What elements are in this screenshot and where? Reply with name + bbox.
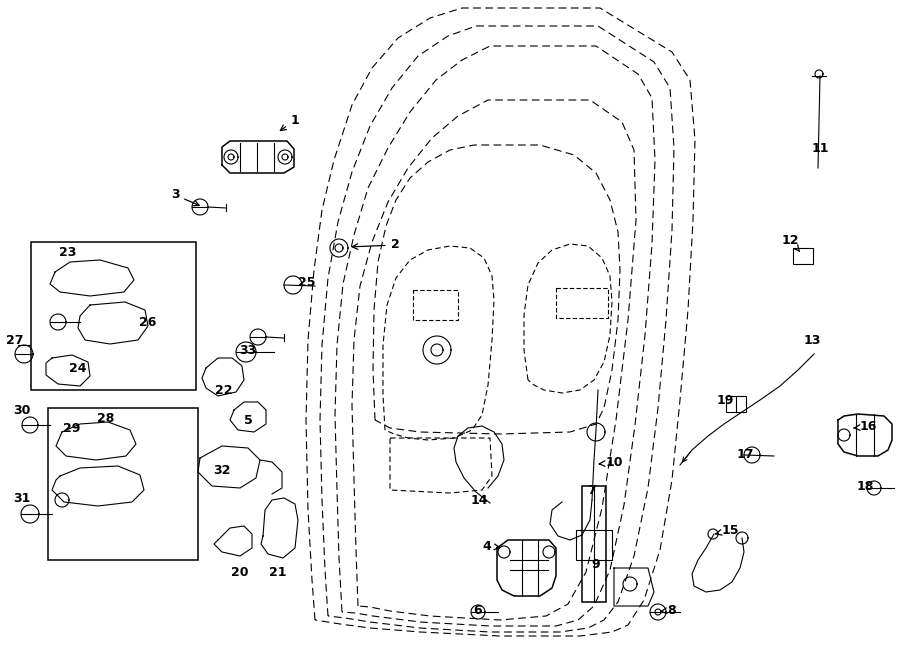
Text: 8: 8 [662,603,676,617]
Text: 10: 10 [599,457,623,469]
Text: 11: 11 [811,141,829,155]
Text: 29: 29 [63,422,81,434]
Text: 6: 6 [473,603,482,617]
Bar [793,248,813,264]
Text: 25: 25 [298,276,316,290]
Text: 26: 26 [140,315,157,329]
Text: 19: 19 [716,393,734,407]
Text: 21: 21 [269,566,287,578]
Text: 14: 14 [470,494,488,506]
Text: 9: 9 [591,559,600,572]
Text: 3: 3 [171,188,199,206]
Text: 13: 13 [804,334,821,346]
Text: 16: 16 [854,420,877,434]
Bar [48,408,198,560]
Bar [726,396,746,412]
Text: 24: 24 [69,362,86,375]
Text: 31: 31 [14,492,31,504]
Text: 4: 4 [482,539,500,553]
Text: 12: 12 [781,233,799,251]
Bar [576,530,612,560]
Text: 32: 32 [213,463,230,477]
Text: 1: 1 [281,114,300,131]
Text: 33: 33 [239,344,256,356]
Bar [582,486,606,602]
Text: 2: 2 [352,239,400,251]
Text: 20: 20 [231,566,248,578]
Text: 7: 7 [588,483,597,496]
Text: 22: 22 [215,383,233,397]
Text: 5: 5 [244,414,252,426]
Text: 28: 28 [97,412,114,424]
Text: 17: 17 [736,449,754,461]
Text: 27: 27 [6,334,23,346]
Text: 30: 30 [14,403,31,416]
Text: 15: 15 [716,524,739,537]
Text: 23: 23 [59,245,76,258]
Bar [31,242,196,390]
Text: 18: 18 [856,481,874,494]
